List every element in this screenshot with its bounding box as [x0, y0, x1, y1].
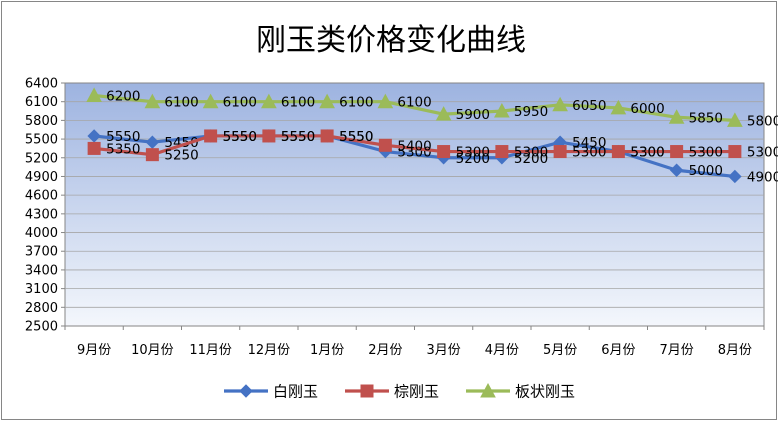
data-label: 6100: [281, 95, 315, 111]
data-label: 5300: [572, 145, 606, 161]
data-label: 5000: [689, 163, 723, 179]
x-tick-label: 3月份: [426, 343, 460, 358]
data-label: 5300: [747, 145, 778, 161]
y-tick-label: 2800: [25, 301, 58, 316]
data-point: [86, 87, 102, 102]
data-label: 5250: [164, 148, 198, 164]
data-point: [552, 96, 568, 112]
data-label: 5300: [689, 145, 723, 161]
data-label: 5200: [514, 151, 548, 167]
data-label: 5300: [630, 145, 664, 161]
data-label: 5800: [747, 113, 778, 129]
y-tick-label: 3700: [25, 245, 58, 260]
data-point: [670, 145, 684, 159]
data-point: [204, 129, 218, 143]
data-point: [728, 169, 742, 184]
y-tick-label: 4900: [25, 170, 58, 185]
data-point: [262, 129, 276, 143]
y-tick-label: 6100: [25, 95, 58, 110]
y-tick-label: 2500: [25, 320, 58, 335]
x-tick-label: 10月份: [131, 343, 174, 358]
plot-background: [64, 82, 765, 327]
data-label: 5200: [456, 151, 490, 167]
data-label: 5400: [397, 138, 431, 154]
data-label: 6200: [106, 88, 140, 104]
x-tick-label: 9月份: [77, 343, 111, 358]
data-point: [668, 109, 685, 124]
data-label: 5300: [456, 145, 490, 161]
data-point: [202, 93, 219, 109]
data-label: 5300: [514, 145, 548, 161]
data-point: [610, 99, 627, 115]
data-label: 6050: [572, 98, 606, 114]
y-tick-label: 6400: [25, 77, 58, 92]
series-line-1: [93, 134, 736, 179]
data-point: [144, 93, 161, 109]
data-point: [669, 163, 684, 177]
data-label: 6100: [164, 95, 198, 111]
x-tick-label: 8月份: [718, 343, 752, 358]
data-point: [320, 129, 334, 143]
y-tick-label: 4600: [25, 189, 58, 204]
x-tick-label: 1月份: [310, 343, 344, 358]
data-point: [495, 145, 509, 159]
legend-label: 板状刚玉: [515, 383, 575, 401]
y-tick-label: 5500: [25, 133, 58, 148]
data-label: 5550: [339, 129, 373, 145]
data-label: 5900: [456, 107, 490, 123]
data-point: [261, 93, 277, 109]
legend-marker: [360, 384, 374, 398]
x-tick-label: 12月份: [248, 343, 291, 358]
y-tick-label: 3400: [25, 263, 58, 278]
legend-label: 白刚玉: [273, 383, 318, 401]
legend: 白刚玉 棕刚玉 板状刚玉: [224, 383, 575, 401]
x-tick-label: 4月份: [485, 343, 519, 358]
legend-marker: [239, 384, 253, 398]
data-point: [437, 145, 451, 159]
legend-label: 棕刚玉: [394, 383, 439, 401]
data-label: 5950: [514, 104, 548, 120]
data-label: 4900: [747, 169, 778, 185]
data-label: 6100: [223, 95, 257, 111]
data-point: [319, 93, 335, 109]
data-point: [435, 106, 452, 121]
x-tick-label: 5月份: [543, 343, 577, 358]
chart-title: 刚玉类价格变化曲线: [256, 23, 526, 58]
y-tick-label: 5800: [25, 114, 58, 129]
data-point: [87, 141, 101, 155]
y-tick-label: 5200: [25, 151, 58, 166]
data-label: 6100: [339, 95, 373, 111]
series-line-2: [93, 134, 735, 157]
data-label: 5550: [106, 129, 140, 145]
y-tick-label: 3100: [25, 282, 58, 297]
series-line-3: [93, 93, 735, 122]
data-label: 5850: [689, 110, 723, 126]
y-tick-label: 4000: [25, 226, 58, 241]
data-point: [377, 93, 394, 109]
data-label: 6000: [630, 101, 664, 117]
y-tick-label: 4300: [25, 207, 58, 222]
legend-marker: [480, 382, 496, 398]
data-point: [727, 112, 743, 127]
plot-area: 2500 2800 3100 3400 3700 4000 4300 4600 4900 5200…: [25, 77, 778, 359]
x-tick-label: 2月份: [368, 343, 402, 358]
data-label: 5450: [572, 135, 606, 151]
data-point: [494, 102, 510, 118]
data-point: [728, 145, 742, 159]
x-tick-label: 6月份: [601, 343, 635, 358]
data-point: [378, 138, 392, 152]
data-label: 5550: [281, 129, 315, 145]
data-label: 5550: [223, 129, 257, 145]
data-point: [553, 145, 567, 159]
x-tick-label: 11月份: [189, 343, 232, 358]
data-label: 6100: [397, 95, 431, 111]
data-label: 5350: [106, 141, 140, 157]
x-tick-label: 7月份: [659, 343, 693, 358]
data-point: [611, 145, 625, 159]
data-point: [145, 148, 159, 162]
